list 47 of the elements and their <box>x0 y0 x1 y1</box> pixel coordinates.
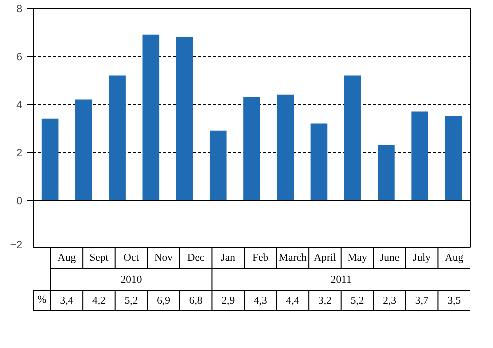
data-label: 5,2 <box>350 296 364 307</box>
bar <box>310 124 328 200</box>
x-tick-label: Dec <box>187 253 205 264</box>
x-tick-label: July <box>413 253 432 264</box>
text: 2010 <box>120 275 142 286</box>
data-label: 3,2 <box>318 296 332 307</box>
x-tick-label: April <box>314 253 336 264</box>
x-tick-label: Aug <box>445 253 464 264</box>
data-label: 4,3 <box>254 296 268 307</box>
x-tick-label: Oct <box>124 253 140 264</box>
data-label: 3,5 <box>448 296 462 307</box>
bar <box>76 100 92 200</box>
text: 2011 <box>330 275 352 286</box>
x-tick-label: Aug <box>58 253 77 264</box>
bar <box>42 118 59 200</box>
y-tick-label: 8 <box>16 4 23 16</box>
bar <box>109 76 126 200</box>
y-tick-label: 4 <box>16 100 23 112</box>
x-tick-label: March <box>279 253 308 264</box>
text: % <box>38 295 47 306</box>
y-tick-label: 2 <box>16 148 23 160</box>
bar <box>344 76 362 200</box>
bar <box>210 130 227 200</box>
bar <box>244 97 260 200</box>
data-label: 5,2 <box>124 296 138 307</box>
data-label: 6,8 <box>189 296 203 307</box>
data-label: 2,9 <box>222 296 236 307</box>
data-label: 3,7 <box>415 296 430 307</box>
data-label: 3,4 <box>60 296 74 307</box>
x-tick-label: May <box>348 253 368 264</box>
data-label: 4,2 <box>92 296 106 307</box>
data-label: 6,9 <box>157 296 170 307</box>
bar <box>277 94 294 200</box>
data-label: 2,3 <box>383 296 396 307</box>
bar <box>378 145 395 200</box>
x-tick-label: Nov <box>154 253 174 264</box>
x-tick-label: Feb <box>252 253 269 264</box>
y-tick-label: 0 <box>16 196 23 208</box>
bar <box>142 34 160 200</box>
data-label: 4,4 <box>286 296 300 307</box>
x-tick-label: Sept <box>90 253 109 264</box>
y-tick-label: 6 <box>16 52 23 64</box>
bar <box>412 112 428 200</box>
bar <box>176 37 194 200</box>
bar <box>445 116 462 200</box>
x-tick-label: June <box>380 253 400 264</box>
x-tick-label: Jan <box>221 253 236 264</box>
